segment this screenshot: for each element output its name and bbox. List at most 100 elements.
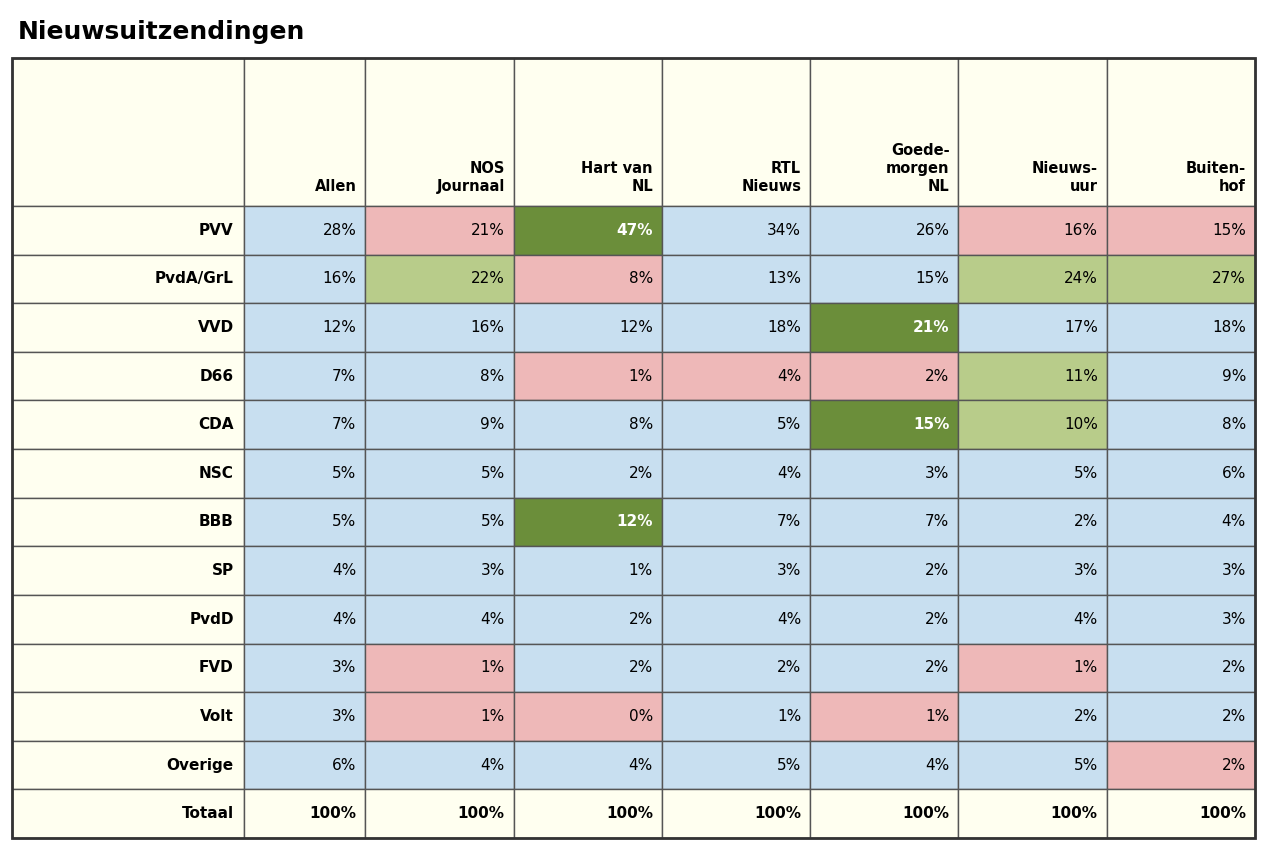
Text: 4%: 4%: [925, 757, 949, 772]
Bar: [810, 789, 958, 838]
Text: 27%: 27%: [1213, 272, 1245, 287]
Text: 18%: 18%: [768, 320, 801, 335]
Bar: [243, 692, 365, 741]
Bar: [513, 303, 661, 352]
Bar: [958, 352, 1107, 400]
Bar: [365, 741, 513, 789]
Text: 8%: 8%: [628, 417, 653, 432]
Bar: [958, 400, 1107, 449]
Bar: [11, 449, 243, 497]
Bar: [243, 644, 365, 692]
Bar: [365, 449, 513, 497]
Bar: [365, 303, 513, 352]
Bar: [365, 400, 513, 449]
Bar: [243, 206, 365, 255]
Bar: [365, 497, 513, 547]
Text: 2%: 2%: [777, 661, 801, 675]
Text: 2%: 2%: [628, 661, 653, 675]
Bar: [1107, 547, 1256, 595]
Bar: [365, 595, 513, 644]
Text: 1%: 1%: [480, 709, 504, 724]
Bar: [1107, 595, 1256, 644]
Text: 100%: 100%: [1199, 806, 1245, 821]
Text: Buiten-
hof: Buiten- hof: [1186, 161, 1245, 194]
Bar: [810, 449, 958, 497]
Text: D66: D66: [199, 369, 233, 383]
Text: Volt: Volt: [200, 709, 233, 724]
Text: 5%: 5%: [332, 514, 356, 530]
Text: 3%: 3%: [1073, 563, 1097, 578]
Text: 2%: 2%: [925, 369, 949, 383]
Text: 1%: 1%: [628, 369, 653, 383]
Bar: [661, 255, 810, 303]
Text: Totaal: Totaal: [181, 806, 233, 821]
Text: 6%: 6%: [1221, 466, 1245, 481]
Text: 13%: 13%: [768, 272, 801, 287]
Text: 3%: 3%: [332, 661, 356, 675]
Bar: [243, 741, 365, 789]
Text: 24%: 24%: [1064, 272, 1097, 287]
Bar: [11, 303, 243, 352]
Bar: [365, 58, 513, 206]
Bar: [513, 255, 661, 303]
Text: 1%: 1%: [925, 709, 949, 724]
Text: 3%: 3%: [925, 466, 949, 481]
Text: 5%: 5%: [1073, 757, 1097, 772]
Bar: [11, 595, 243, 644]
Text: 12%: 12%: [617, 514, 653, 530]
Text: Hart van
NL: Hart van NL: [582, 161, 653, 194]
Text: 6%: 6%: [332, 757, 356, 772]
Text: 4%: 4%: [777, 612, 801, 627]
Text: BBB: BBB: [199, 514, 233, 530]
Text: Nieuwsuitzendingen: Nieuwsuitzendingen: [18, 20, 305, 44]
Bar: [958, 58, 1107, 206]
Bar: [810, 741, 958, 789]
Text: 28%: 28%: [323, 222, 356, 238]
Bar: [958, 206, 1107, 255]
Text: 12%: 12%: [323, 320, 356, 335]
Bar: [810, 497, 958, 547]
Bar: [810, 692, 958, 741]
Text: 9%: 9%: [480, 417, 504, 432]
Text: 4%: 4%: [777, 466, 801, 481]
Bar: [810, 400, 958, 449]
Text: 26%: 26%: [916, 222, 949, 238]
Text: 11%: 11%: [1064, 369, 1097, 383]
Bar: [810, 644, 958, 692]
Text: 1%: 1%: [480, 661, 504, 675]
Bar: [810, 352, 958, 400]
Bar: [958, 255, 1107, 303]
Bar: [243, 497, 365, 547]
Bar: [243, 352, 365, 400]
Text: 4%: 4%: [332, 563, 356, 578]
Bar: [958, 303, 1107, 352]
Bar: [661, 497, 810, 547]
Text: NSC: NSC: [199, 466, 233, 481]
Bar: [958, 595, 1107, 644]
Text: 2%: 2%: [925, 661, 949, 675]
Text: 47%: 47%: [617, 222, 653, 238]
Bar: [513, 547, 661, 595]
Text: 5%: 5%: [480, 514, 504, 530]
Text: 34%: 34%: [768, 222, 801, 238]
Bar: [661, 789, 810, 838]
Bar: [365, 547, 513, 595]
Bar: [11, 58, 243, 206]
Text: 100%: 100%: [606, 806, 653, 821]
Text: PvdD: PvdD: [189, 612, 233, 627]
Text: PvdA/GrL: PvdA/GrL: [155, 272, 233, 287]
Text: 100%: 100%: [457, 806, 504, 821]
Text: 1%: 1%: [777, 709, 801, 724]
Text: 5%: 5%: [332, 466, 356, 481]
Text: 4%: 4%: [628, 757, 653, 772]
Text: 8%: 8%: [480, 369, 504, 383]
Bar: [958, 644, 1107, 692]
Bar: [661, 206, 810, 255]
Text: 16%: 16%: [1064, 222, 1097, 238]
Bar: [661, 352, 810, 400]
Bar: [661, 741, 810, 789]
Text: 5%: 5%: [1073, 466, 1097, 481]
Bar: [11, 644, 243, 692]
Text: 9%: 9%: [1221, 369, 1245, 383]
Text: 3%: 3%: [1221, 612, 1245, 627]
